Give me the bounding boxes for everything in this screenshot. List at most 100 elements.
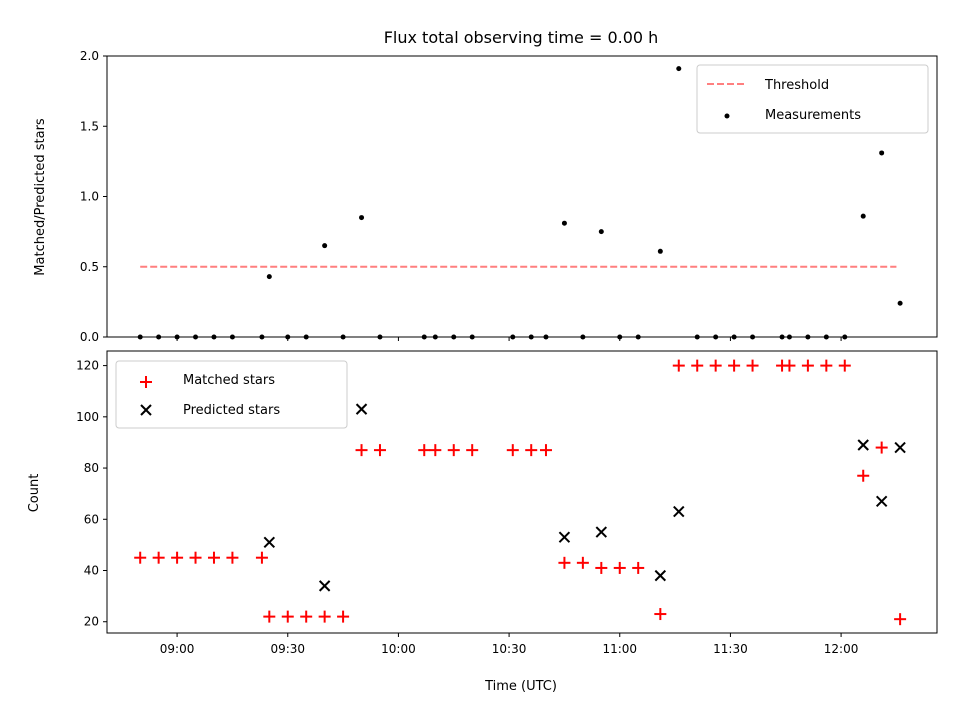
matched-star-point [337, 610, 350, 623]
top-y-ticks: 0.0 0.5 1.0 1.5 2.0 [80, 49, 107, 344]
measurement-point [676, 66, 682, 72]
measurement-point [617, 334, 623, 340]
predicted-star-point [875, 495, 888, 508]
bottom-y-ticks: 20 40 60 80 100 120 [76, 359, 107, 629]
matched-star-point [746, 359, 759, 372]
bottom-xtick-label: 11:00 [602, 642, 637, 656]
predicted-star-point [673, 505, 685, 518]
matched-star-point [613, 561, 626, 574]
top-legend: Threshold Measurements [696, 64, 929, 134]
bottom-ytick-label: 40 [84, 564, 99, 578]
measurement-point [860, 213, 866, 219]
matched-star-point [134, 551, 147, 564]
matched-star-point [838, 359, 851, 372]
measurement-point [303, 334, 309, 340]
bottom-xtick-label: 09:30 [270, 642, 305, 656]
bottom-xtick-label: 10:30 [492, 642, 527, 656]
measurement-point [156, 334, 162, 340]
measurement-point [528, 334, 534, 340]
measurement-point [451, 334, 457, 340]
measurement-point [285, 334, 291, 340]
matched-star-point [595, 561, 608, 574]
matched-star-point [355, 444, 368, 457]
predicted-star-point [595, 526, 608, 538]
matched-star-point [783, 359, 796, 372]
legend-threshold-label: Threshold [764, 78, 829, 93]
predicted-star-point [318, 580, 331, 592]
bottom-ytick-label: 60 [84, 512, 99, 526]
matched-star-point [318, 610, 331, 623]
measurement-point [193, 334, 199, 340]
matched-star-point [255, 551, 268, 564]
bottom-series [134, 359, 907, 626]
measurement-point [779, 334, 785, 340]
matched-star-point [857, 469, 870, 482]
bottom-xtick-label: 12:00 [824, 642, 859, 656]
matched-star-point [875, 441, 888, 454]
matched-star-point [429, 444, 442, 457]
matched-star-point [466, 444, 479, 457]
matched-star-point [691, 359, 704, 372]
matched-star-point [728, 359, 741, 372]
bottom-y-axis-label: Count [27, 474, 42, 513]
measurement-point [786, 334, 792, 340]
measurement-point [266, 274, 272, 280]
bottom-legend-frame [115, 360, 348, 429]
bottom-xtick-label: 11:30 [713, 642, 748, 656]
bottom-ytick-label: 100 [76, 410, 99, 424]
measurement-point [322, 243, 328, 249]
predicted-star-point [355, 403, 368, 415]
matched-star-point [576, 556, 589, 569]
measurement-point [805, 334, 811, 340]
top-y-axis-label: Matched/Predicted stars [33, 118, 48, 276]
measurement-point [211, 334, 217, 340]
measurement-point [842, 334, 848, 340]
predicted-star-point [857, 439, 869, 451]
matched-star-point [632, 561, 645, 574]
bottom-axes-frame [106, 350, 938, 634]
measurement-point [259, 334, 265, 340]
predicted-star-point [894, 441, 906, 454]
measurement-point [377, 334, 383, 340]
legend-matched-swatch [140, 376, 152, 388]
matched-star-point [801, 359, 814, 372]
matched-star-point [152, 551, 165, 564]
matched-star-point [300, 610, 313, 623]
matched-star-point [418, 444, 431, 457]
matched-star-point [373, 444, 386, 457]
measurement-point [469, 334, 475, 340]
top-ytick-label: 1.0 [80, 190, 99, 204]
predicted-star-point [558, 531, 571, 543]
bottom-xtick-label: 10:00 [381, 642, 416, 656]
top-ytick-label: 0.5 [80, 260, 99, 274]
measurement-point [657, 248, 663, 254]
matched-star-point [558, 556, 571, 569]
measurement-point [359, 215, 365, 221]
bottom-ytick-label: 80 [84, 461, 99, 475]
matched-star-point [506, 444, 519, 457]
matched-star-point [820, 359, 833, 372]
legend-measurements-swatch [724, 113, 730, 119]
measurement-point [561, 220, 567, 226]
measurement-point [879, 150, 885, 156]
measurement-point [823, 334, 829, 340]
measurement-point [598, 229, 604, 235]
measurement-point [510, 334, 516, 340]
measurement-point [174, 334, 180, 340]
legend-predicted-swatch [140, 404, 152, 416]
measurement-point [731, 334, 737, 340]
matched-star-point [709, 359, 722, 372]
measurement-point [750, 334, 756, 340]
measurement-point [543, 334, 549, 340]
matched-star-point [447, 444, 460, 457]
top-axes: 0.00.51.01.52.0 Matched/Predicted stars … [33, 49, 938, 344]
bottom-ytick-label: 20 [84, 615, 99, 629]
legend-predicted-label: Predicted stars [183, 403, 280, 418]
matched-star-point [894, 613, 907, 626]
bottom-legend: Matched stars Predicted stars [115, 360, 348, 429]
top-series [137, 66, 903, 340]
top-legend-frame [696, 64, 929, 134]
measurement-point [635, 334, 641, 340]
measurement-point [340, 334, 346, 340]
measurement-point [229, 334, 235, 340]
